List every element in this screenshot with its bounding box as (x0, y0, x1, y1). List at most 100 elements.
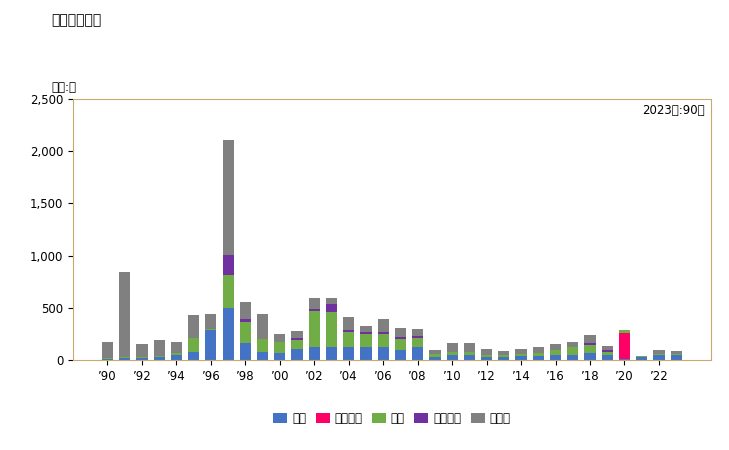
Bar (119, 359, 130, 360)
Bar (619, 359, 630, 360)
Bar (171, 353, 182, 355)
Bar (412, 336, 424, 338)
Bar (498, 357, 510, 360)
Bar (274, 342, 286, 353)
Bar (188, 351, 199, 360)
Bar (653, 350, 665, 354)
Bar (274, 334, 286, 342)
Bar (206, 314, 217, 328)
Text: 単位:台: 単位:台 (51, 81, 76, 94)
Bar (653, 354, 665, 355)
Bar (360, 325, 372, 332)
Bar (636, 356, 647, 357)
Bar (601, 355, 613, 360)
Bar (206, 328, 217, 330)
Bar (343, 347, 354, 360)
Bar (585, 343, 596, 346)
Bar (447, 343, 458, 351)
Bar (464, 355, 475, 360)
Bar (102, 359, 113, 360)
Bar (378, 332, 389, 334)
Bar (550, 350, 561, 355)
Bar (464, 351, 475, 355)
Bar (533, 356, 544, 360)
Bar (515, 348, 526, 354)
Bar (481, 357, 492, 360)
Bar (119, 357, 130, 359)
Bar (395, 328, 406, 337)
Bar (292, 340, 303, 348)
Bar (154, 357, 165, 360)
Bar (188, 338, 199, 351)
Bar (395, 350, 406, 360)
Bar (240, 322, 251, 343)
Bar (343, 332, 354, 347)
Bar (326, 312, 337, 347)
Bar (343, 317, 354, 330)
Bar (412, 347, 424, 360)
Bar (671, 355, 682, 360)
Bar (292, 338, 303, 340)
Bar (360, 334, 372, 347)
Bar (308, 311, 320, 347)
Text: 輸入量の推移: 輸入量の推移 (51, 14, 101, 27)
Bar (154, 340, 165, 356)
Bar (567, 355, 578, 360)
Bar (292, 348, 303, 360)
Bar (326, 298, 337, 304)
Bar (601, 346, 613, 350)
Bar (136, 358, 147, 360)
Bar (653, 355, 665, 360)
Bar (619, 333, 630, 359)
Bar (206, 330, 217, 360)
Bar (257, 339, 268, 351)
Bar (498, 351, 510, 355)
Bar (240, 302, 251, 319)
Text: 2023年:90台: 2023年:90台 (642, 104, 704, 117)
Bar (619, 330, 630, 333)
Bar (395, 339, 406, 350)
Bar (171, 342, 182, 353)
Bar (601, 351, 613, 355)
Bar (378, 334, 389, 347)
Bar (136, 357, 147, 358)
Bar (429, 354, 440, 357)
Bar (292, 331, 303, 338)
Bar (222, 140, 234, 255)
Bar (308, 298, 320, 309)
Bar (498, 355, 510, 357)
Bar (412, 338, 424, 347)
Bar (447, 355, 458, 360)
Bar (550, 344, 561, 350)
Bar (222, 308, 234, 360)
Bar (533, 353, 544, 356)
Bar (567, 347, 578, 355)
Bar (447, 351, 458, 355)
Bar (222, 255, 234, 275)
Bar (550, 355, 561, 360)
Bar (412, 328, 424, 336)
Bar (360, 332, 372, 334)
Bar (515, 356, 526, 360)
Bar (481, 348, 492, 355)
Bar (533, 347, 544, 353)
Bar (429, 350, 440, 354)
Bar (515, 354, 526, 356)
Bar (671, 351, 682, 354)
Bar (326, 304, 337, 312)
Bar (240, 343, 251, 360)
Bar (481, 355, 492, 357)
Bar (585, 335, 596, 343)
Bar (274, 353, 286, 360)
Bar (188, 315, 199, 338)
Bar (119, 272, 130, 357)
Bar (257, 351, 268, 360)
Bar (360, 347, 372, 360)
Bar (102, 342, 113, 358)
Bar (585, 346, 596, 353)
Bar (240, 320, 251, 322)
Bar (585, 353, 596, 360)
Bar (378, 347, 389, 360)
Bar (257, 314, 268, 339)
Bar (378, 320, 389, 332)
